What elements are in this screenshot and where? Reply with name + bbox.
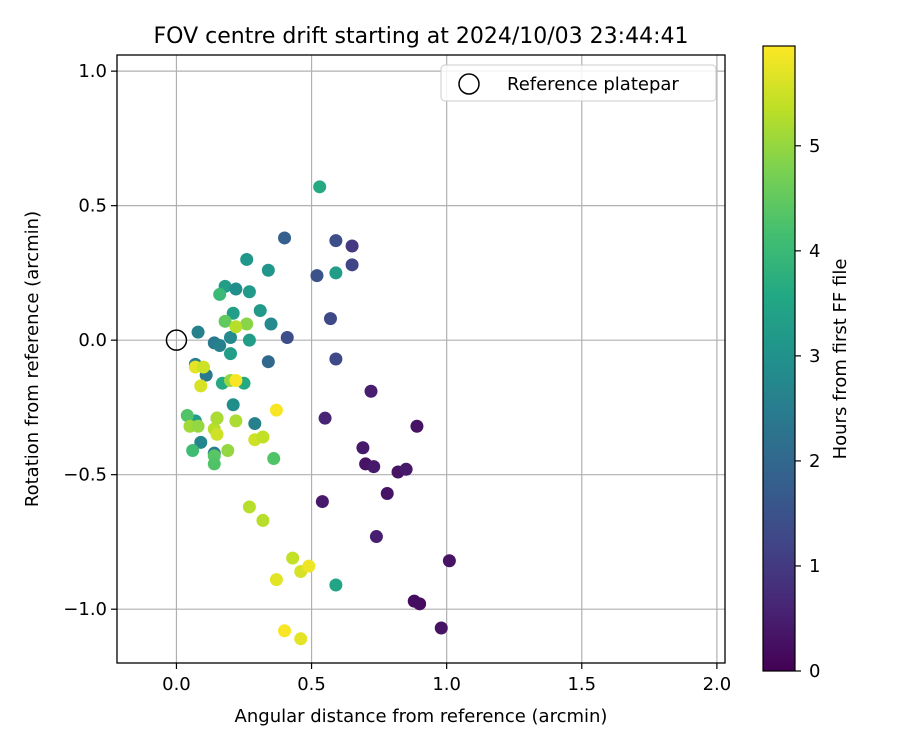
data-point — [410, 419, 424, 433]
data-point — [369, 530, 383, 544]
data-point — [294, 632, 308, 646]
data-point — [226, 306, 240, 320]
data-point — [278, 231, 292, 245]
data-point — [256, 430, 270, 444]
colorbar-tick-label: 4 — [809, 241, 820, 262]
data-point — [242, 333, 256, 347]
plot-frame — [116, 54, 726, 664]
data-point — [213, 287, 227, 301]
data-point — [313, 180, 327, 194]
data-point — [223, 347, 237, 361]
y-tick-label: 0.0 — [78, 330, 107, 351]
data-point — [223, 330, 237, 344]
data-point — [210, 427, 224, 441]
data-point — [229, 414, 243, 428]
y-ticks: −1.0 −0.5 0.0 0.5 1.0 — [63, 61, 117, 620]
legend-box — [440, 64, 717, 102]
data-point — [242, 500, 256, 514]
x-ticks: 0.0 0.5 1.0 1.5 2.0 — [162, 663, 731, 695]
data-point — [261, 263, 275, 277]
data-point — [186, 443, 200, 457]
data-point — [318, 411, 332, 425]
points-layer — [180, 180, 456, 646]
data-point — [329, 266, 343, 280]
data-point — [253, 304, 267, 318]
data-point — [194, 435, 208, 449]
legend-entry-reference: Reference platepar — [507, 74, 679, 95]
data-point — [229, 374, 243, 388]
data-point — [280, 330, 294, 344]
data-point — [302, 559, 316, 573]
data-point — [323, 312, 337, 326]
data-point — [399, 462, 413, 476]
data-point — [221, 443, 235, 457]
x-tick-label: 1.5 — [567, 674, 596, 695]
data-point — [413, 597, 427, 611]
colorbar-tick-label: 2 — [809, 451, 820, 472]
legend: Reference platepar — [440, 64, 717, 102]
data-point — [269, 403, 283, 417]
data-point — [329, 234, 343, 248]
data-point — [267, 452, 281, 466]
data-point — [229, 282, 243, 296]
data-point — [240, 317, 254, 331]
data-point — [278, 624, 292, 638]
data-point — [380, 487, 394, 501]
chart-title: FOV centre drift starting at 2024/10/03 … — [154, 24, 689, 49]
data-point — [191, 325, 205, 339]
colorbar — [762, 45, 796, 672]
colorbar-tick-label: 3 — [809, 346, 820, 367]
data-point — [191, 419, 205, 433]
data-point — [180, 408, 194, 422]
data-point — [310, 269, 324, 283]
data-point — [194, 379, 208, 393]
y-tick-label: −0.5 — [63, 465, 107, 486]
y-tick-label: −1.0 — [63, 599, 107, 620]
data-point — [329, 578, 343, 592]
data-point — [229, 320, 243, 334]
data-point — [213, 339, 227, 353]
y-tick-label: 0.5 — [78, 196, 107, 217]
colorbar-ticks: 0 1 2 3 4 5 — [795, 136, 820, 682]
data-point — [261, 355, 275, 369]
data-point — [240, 252, 254, 266]
data-point — [345, 239, 359, 253]
data-point — [256, 513, 270, 527]
x-tick-label: 1.0 — [432, 674, 461, 695]
colorbar-tick-label: 5 — [809, 136, 820, 157]
y-tick-label: 1.0 — [78, 61, 107, 82]
reference-layer — [165, 329, 188, 351]
colorbar-label: Hours from first FF file — [830, 259, 851, 460]
colorbar-tick-label: 0 — [809, 661, 820, 682]
y-axis-label: Rotation from reference (arcmin) — [22, 211, 43, 507]
x-axis-label: Angular distance from reference (arcmin) — [235, 706, 608, 727]
data-point — [329, 352, 343, 366]
data-point — [226, 398, 240, 412]
data-point — [218, 314, 232, 328]
data-point — [286, 551, 300, 565]
data-point — [356, 441, 370, 455]
legend-reference-marker — [458, 73, 480, 95]
colorbar-tick-label: 1 — [809, 556, 820, 577]
data-point — [345, 258, 359, 272]
x-tick-label: 0.5 — [297, 674, 326, 695]
data-point — [434, 621, 448, 635]
data-point — [248, 417, 262, 431]
data-point — [242, 285, 256, 299]
data-point — [315, 495, 329, 509]
data-point — [207, 457, 221, 471]
reference-platepar-marker — [165, 329, 188, 351]
data-point — [367, 460, 381, 474]
data-point — [442, 554, 456, 568]
data-point — [269, 573, 283, 587]
data-point — [196, 360, 210, 374]
x-tick-label: 2.0 — [703, 674, 732, 695]
data-point — [264, 317, 278, 331]
x-tick-label: 0.0 — [162, 674, 191, 695]
data-point — [364, 384, 378, 398]
data-point — [210, 411, 224, 425]
